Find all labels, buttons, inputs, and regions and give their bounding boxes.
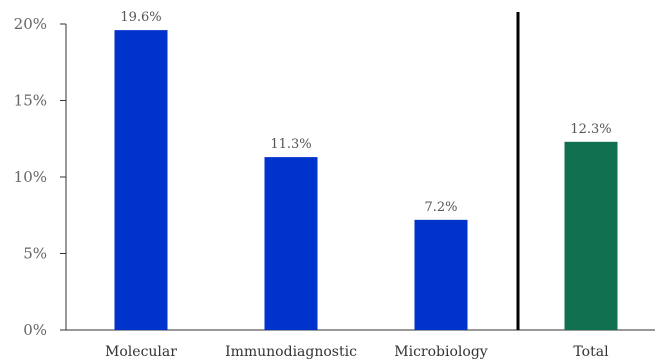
data-label: 11.3%	[270, 137, 311, 152]
y-tick-label: 10%	[14, 168, 47, 186]
data-label: 12.3%	[570, 122, 611, 137]
y-tick-label: 5%	[23, 245, 47, 263]
category-label: Total	[573, 344, 609, 360]
bar	[264, 157, 318, 330]
category-label: Microbiology	[394, 344, 488, 360]
bar	[114, 30, 168, 331]
y-tick-label: 15%	[14, 92, 47, 110]
data-label: 7.2%	[424, 200, 457, 215]
bar	[564, 141, 618, 330]
bar	[414, 219, 468, 330]
y-tick-label: 0%	[23, 321, 47, 339]
data-labels: 19.6% 11.3% 7.2% 12.3%	[120, 10, 611, 215]
category-label: Molecular	[105, 344, 177, 360]
category-labels: Molecular Immunodiagnostic Microbiology Tot…	[105, 344, 609, 360]
category-label: Immunodiagnostic	[225, 344, 357, 360]
bars	[114, 30, 618, 331]
data-label: 19.6%	[120, 10, 161, 25]
y-axis: 0% 5% 10% 15% 20%	[14, 15, 67, 339]
y-tick-label: 20%	[14, 15, 47, 33]
